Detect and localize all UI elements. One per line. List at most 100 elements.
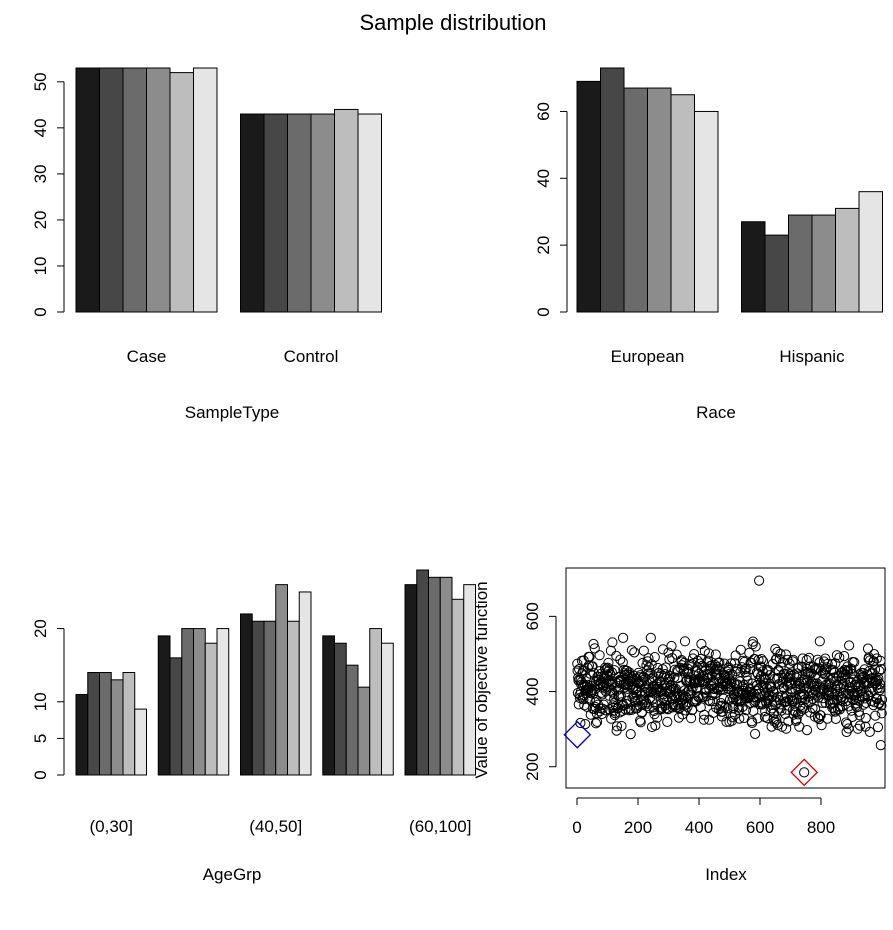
bar: 43 (263, 113, 288, 313)
bar: 26 (404, 584, 418, 776)
data-point (725, 658, 737, 669)
data-point (677, 689, 688, 701)
data-point (584, 651, 595, 663)
data-point (791, 714, 802, 725)
bar: 36 (858, 191, 883, 313)
data-point (746, 657, 757, 668)
bar-chart-agegrp: AgeGrp 11141413149(0,30]1916202018202221… (31, 569, 476, 884)
data-point (854, 710, 865, 721)
data-point (590, 718, 602, 729)
data-point (678, 693, 689, 704)
bar: 53 (146, 67, 171, 313)
data-point (834, 704, 846, 715)
min-marker (790, 758, 819, 787)
bar: 60 (694, 110, 719, 313)
data-point (824, 694, 835, 705)
bar: 24 (451, 598, 465, 776)
scatter-objective: Index Value of objective function 0 200 40… (472, 567, 888, 884)
data-point (816, 686, 827, 697)
data-point (771, 654, 782, 665)
tick-label-y: 600 (523, 602, 542, 630)
data-point (588, 638, 599, 650)
data-point (650, 720, 661, 731)
bar: 13 (110, 679, 124, 776)
data-point (666, 684, 677, 695)
data-point (698, 714, 710, 725)
data-point (870, 710, 881, 721)
data-point (822, 658, 833, 669)
data-point (600, 705, 611, 716)
data-point (839, 651, 850, 662)
data-point (611, 650, 622, 662)
data-point (663, 647, 674, 658)
data-point (645, 632, 656, 644)
data-point (776, 705, 787, 716)
tick-label-y: 60 (534, 102, 553, 121)
data-point (750, 685, 762, 696)
bar: 65 (670, 94, 695, 313)
axis-title-x: Race (696, 403, 736, 422)
data-point (655, 669, 667, 680)
data-point (876, 700, 887, 711)
data-point (804, 652, 815, 664)
data-point (790, 707, 801, 718)
data-point (735, 644, 746, 655)
data-point (864, 665, 875, 677)
data-point (587, 685, 598, 696)
data-point (676, 655, 687, 666)
data-point (875, 682, 886, 694)
bar: 21 (251, 620, 265, 776)
bar: 18 (334, 642, 347, 776)
tick-label-y: 0 (534, 307, 553, 316)
data-point (815, 710, 826, 721)
bar: 11 (75, 693, 89, 776)
data-point (635, 717, 646, 728)
tick-label-x: 600 (746, 818, 774, 837)
data-point (587, 661, 598, 672)
data-point (754, 575, 765, 586)
data-point (801, 654, 812, 666)
bar: 20 (181, 628, 194, 776)
bar: 21 (263, 620, 277, 776)
bar: 69 (576, 80, 601, 313)
data-point (826, 687, 837, 698)
best-marker (563, 720, 592, 749)
data-point (756, 654, 767, 665)
data-point (750, 641, 761, 652)
bar: 19 (157, 635, 171, 776)
data-point (831, 650, 843, 661)
tick-label-y: 0 (31, 307, 50, 316)
data-point (579, 700, 590, 711)
data-point (741, 670, 752, 681)
tick-label-y: 400 (523, 677, 542, 705)
tick-label-y: 10 (31, 692, 50, 711)
plot-frame (565, 567, 886, 789)
data-point (834, 652, 845, 663)
data-point (730, 650, 741, 661)
data-point (830, 713, 842, 725)
bar: 27 (439, 576, 453, 776)
bar: 21 (287, 620, 300, 776)
tick-label-y: 200 (523, 753, 542, 781)
data-point (849, 657, 860, 668)
bar: 53 (193, 67, 218, 313)
tick-label-x: (60,100] (409, 817, 471, 836)
data-point (789, 706, 800, 717)
bar: 26 (275, 584, 288, 776)
data-point (666, 640, 677, 652)
data-point (657, 644, 669, 655)
data-point (784, 658, 795, 669)
data-point (603, 657, 614, 669)
data-point (800, 694, 811, 705)
data-point (679, 657, 690, 669)
data-point (814, 636, 825, 647)
bar: 26 (463, 584, 476, 776)
data-point (866, 667, 878, 678)
data-point (605, 645, 617, 656)
data-point (809, 678, 820, 689)
data-point (864, 726, 875, 738)
data-point (582, 662, 593, 673)
bar: 15 (345, 664, 359, 776)
data-point (876, 694, 888, 705)
